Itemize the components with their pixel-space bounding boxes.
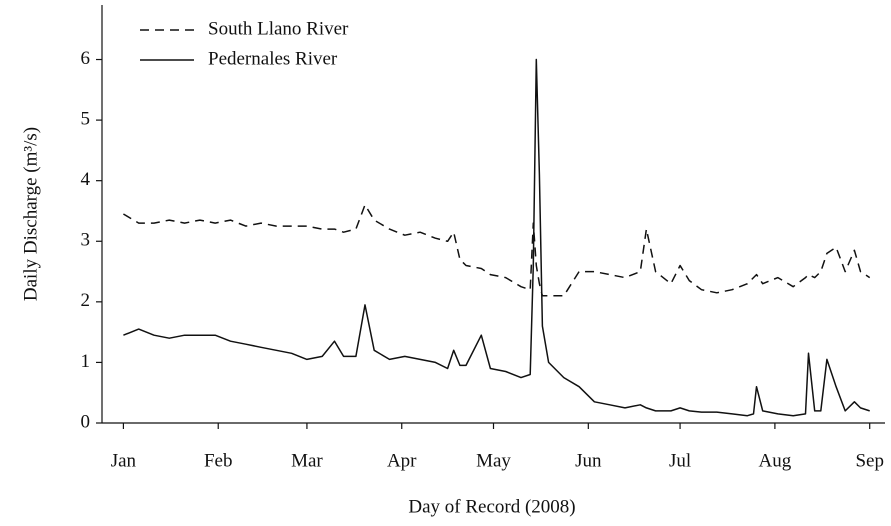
x-tick-label: Feb [204, 450, 233, 471]
x-tick-label: Mar [291, 450, 323, 471]
y-tick-label: 2 [81, 290, 91, 311]
x-tick-label: Apr [387, 450, 417, 471]
x-tick-label: Jan [111, 450, 137, 471]
y-tick-label: 5 [81, 108, 91, 129]
y-tick-label: 1 [81, 351, 91, 372]
y-tick-label: 6 [81, 48, 91, 69]
x-tick-label: Jun [575, 450, 602, 471]
x-tick-label: Jul [669, 450, 691, 471]
x-tick-label: Aug [759, 450, 792, 471]
legend-label: Pedernales River [208, 48, 338, 69]
x-tick-label: May [476, 450, 511, 471]
legend-label: South Llano River [208, 18, 349, 39]
x-tick-label: Sep [855, 450, 884, 471]
x-axis-title: Day of Record (2008) [408, 496, 575, 517]
y-axis-title: Daily Discharge (m³/s) [20, 127, 41, 301]
series-line [123, 204, 871, 297]
series-line [123, 58, 870, 417]
y-tick-label: 3 [81, 230, 91, 251]
y-tick-label: 0 [81, 411, 91, 432]
y-tick-label: 4 [81, 169, 91, 190]
